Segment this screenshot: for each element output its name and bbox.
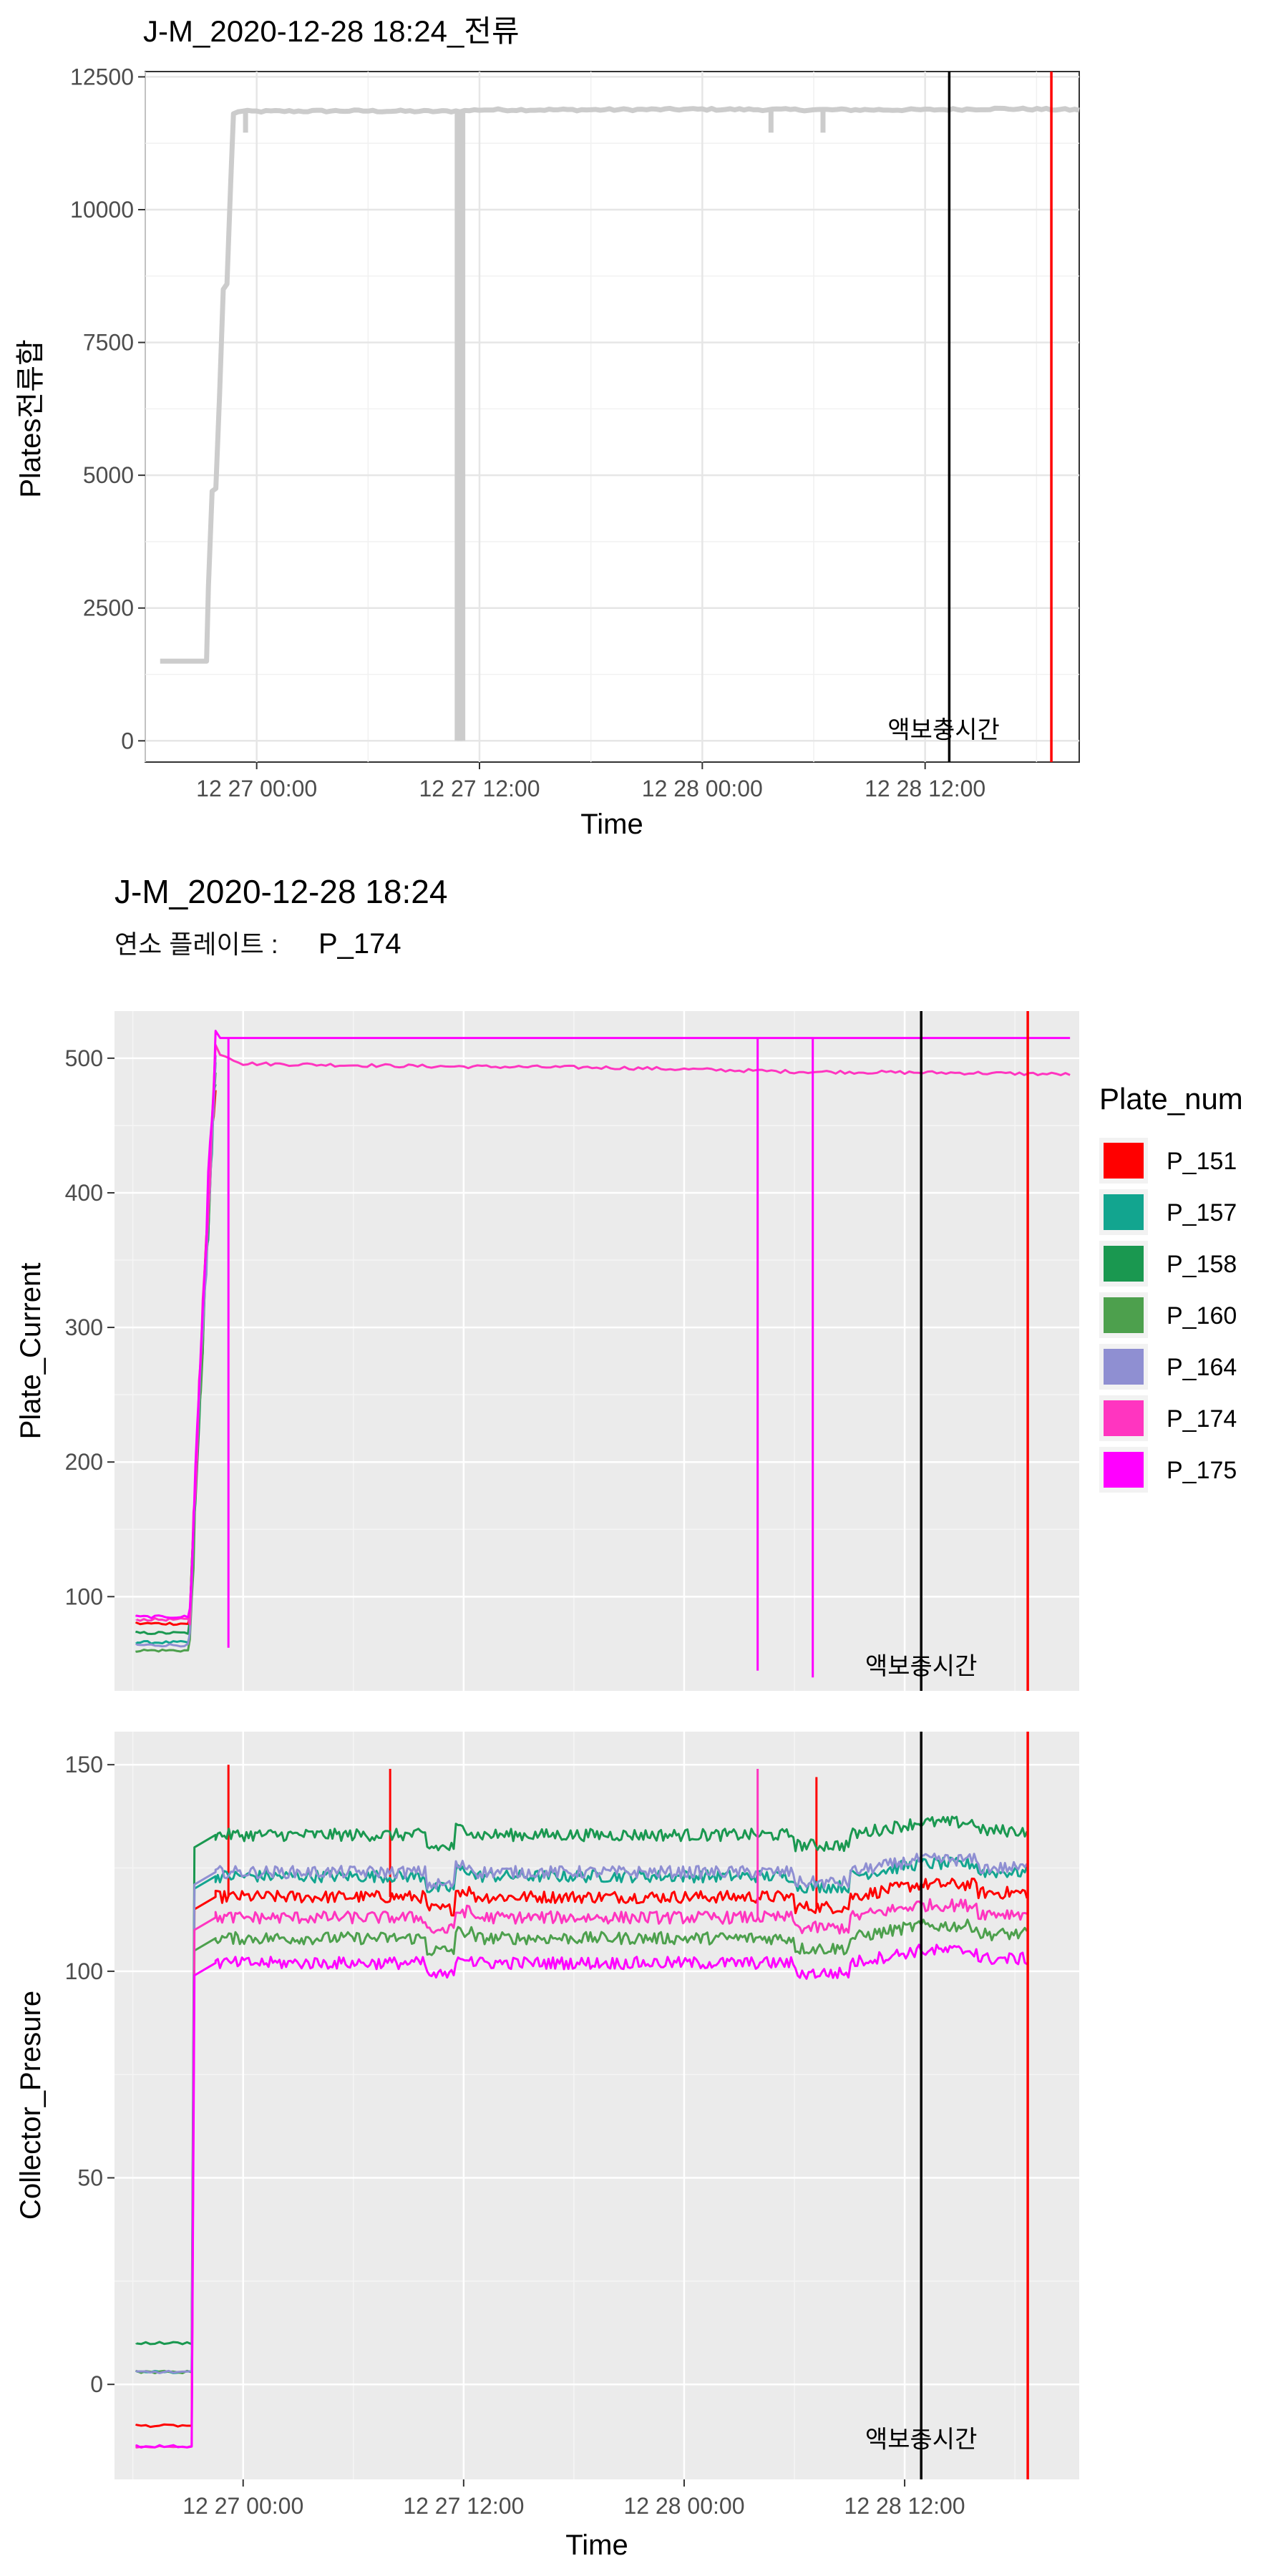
chart1-y-tick-label: 5000 (83, 462, 134, 488)
chart2-title: J-M_2020-12-28 18:24 (115, 873, 447, 910)
chart2-series-line-P_175 (135, 1030, 1071, 1619)
chart3-series-line-P_160 (135, 1918, 1028, 2375)
chart3-y-tick-label: 0 (90, 2371, 103, 2397)
legend-swatch-P_164 (1104, 1349, 1144, 1385)
chart1-x-tick-label: 12 28 00:00 (642, 776, 763, 801)
chart3-y-tick-label: 150 (65, 1752, 103, 1777)
chart2-subtitle-value: P_174 (318, 928, 401, 960)
chart3-series-line-P_164 (135, 1853, 1028, 2374)
chart1-x-axis-label: Time (580, 809, 643, 840)
chart1-panel (145, 71, 1080, 763)
chart1-y-tick-label: 12500 (70, 64, 134, 89)
legend-label-P_174: P_174 (1167, 1405, 1237, 1433)
chart1-series-drop-band (457, 110, 463, 741)
legend-swatch-P_160 (1104, 1297, 1144, 1333)
chart2-y-tick-label: 500 (65, 1045, 103, 1071)
legend-label-P_164: P_164 (1167, 1354, 1237, 1381)
chart3-series-line-P_174 (135, 1898, 1028, 2449)
chart2-series-line-P_174 (135, 1043, 1071, 1626)
chart1-title: J-M_2020-12-28 18:24_전류 (143, 14, 520, 48)
chart2-y-tick-label: 100 (65, 1584, 103, 1609)
legend-label-P_157: P_157 (1167, 1199, 1237, 1226)
legend: P_151 P_157 P_158 P_160 P_164 P_174 P_175 (1099, 1138, 1237, 1493)
chart3-panel (115, 1732, 1079, 2479)
chart3-series-line-P_157 (135, 1856, 1028, 2374)
chart3-series-line-P_175 (135, 1943, 1028, 2449)
chart1-y-axis-label: Plates전류합 (15, 339, 47, 498)
chart1-annotation: 액보충시간 (887, 716, 999, 743)
legend-swatch-P_158 (1104, 1246, 1144, 1282)
chart2-panel (115, 1011, 1079, 1691)
chart2-y-tick-label: 300 (65, 1314, 103, 1340)
legend-label-P_160: P_160 (1167, 1302, 1237, 1330)
chart3-x-tick-label: 12 27 00:00 (182, 2493, 303, 2519)
chart2-subtitle-label: 연소 플레이트 : (115, 930, 278, 959)
chart3-series-line-P_158 (135, 1815, 1028, 2346)
legend-label-P_175: P_175 (1167, 1457, 1237, 1484)
legend-swatch-P_157 (1104, 1194, 1144, 1230)
chart1-series-line (160, 105, 1080, 664)
chart3-x-tick-label: 12 28 00:00 (623, 2493, 744, 2519)
chart3-x-axis-label: Time (565, 2529, 628, 2561)
chart1-y-tick-label: 7500 (83, 330, 134, 356)
chart1-x-tick-label: 12 27 00:00 (196, 776, 317, 801)
chart2-y-tick-label: 200 (65, 1449, 103, 1475)
chart1-x-tick-label: 12 27 12:00 (419, 776, 540, 801)
legend-label-P_158: P_158 (1167, 1251, 1237, 1278)
chart1-y-tick-label: 2500 (83, 595, 134, 621)
chart3-y-tick-label: 100 (65, 1958, 103, 1984)
chart3-annotation: 액보충시간 (865, 2426, 977, 2454)
legend-title: Plate_num (1099, 1082, 1243, 1116)
legend-label-P_151: P_151 (1167, 1148, 1237, 1175)
legend-swatch-P_174 (1104, 1400, 1144, 1436)
chart2-annotation: 액보충시간 (865, 1653, 977, 1680)
chart3-x-tick-label: 12 28 12:00 (844, 2493, 965, 2519)
chart3-y-tick-label: 50 (77, 2165, 103, 2191)
chart2-y-axis-label: Plate_Current (15, 1263, 47, 1440)
legend-swatch-P_175 (1104, 1452, 1144, 1488)
chart2-series-line-P_164 (135, 1055, 217, 1648)
chart1-y-tick-label: 0 (121, 728, 134, 753)
chart2-y-tick-label: 400 (65, 1180, 103, 1206)
legend-swatch-P_151 (1104, 1143, 1144, 1179)
chart3-x-tick-label: 12 27 12:00 (403, 2493, 524, 2519)
chart1-y-tick-label: 10000 (70, 197, 134, 223)
chart3-series-line-P_151 (135, 1878, 1028, 2429)
chart3-y-axis-label: Collector_Presure (15, 1991, 47, 2220)
chart1-x-tick-label: 12 28 12:00 (865, 776, 985, 801)
